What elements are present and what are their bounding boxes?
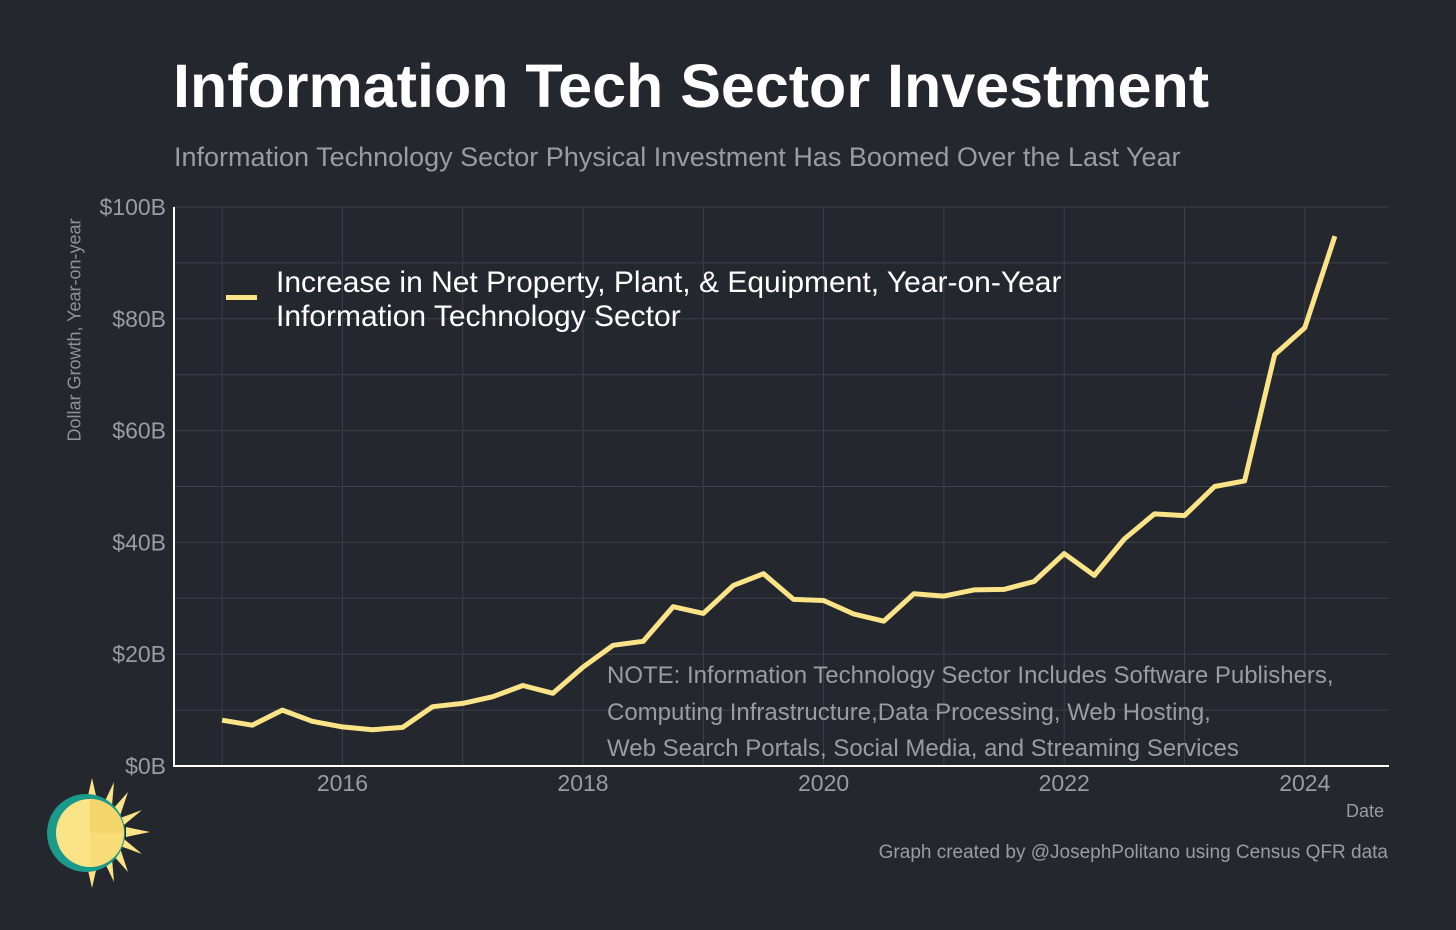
- sun-logo-icon: [47, 778, 150, 888]
- x-tick-label: 2022: [1039, 770, 1090, 796]
- y-tick-label: $20B: [112, 641, 166, 667]
- legend-label-line2: Information Technology Sector: [276, 300, 681, 333]
- x-tick-label: 2020: [798, 770, 849, 796]
- axes: [173, 207, 1389, 767]
- tick-labels: $0B $20B $40B $60B $80B $100B 2016 2018 2020 2022…: [99, 194, 1330, 796]
- source-credit: Graph created by @JosephPolitano using C…: [878, 842, 1388, 863]
- series-line: [221, 235, 1338, 733]
- chart-title: Information Tech Sector Investment: [173, 52, 1210, 120]
- note-line-3: Web Search Portals, Social Media, and St…: [607, 735, 1239, 762]
- y-tick-label: $80B: [112, 306, 166, 332]
- legend-label-line1: Increase in Net Property, Plant, & Equip…: [276, 266, 1062, 299]
- x-tick-label: 2024: [1279, 770, 1330, 796]
- y-tick-label: $60B: [112, 418, 166, 444]
- y-tick-label: $0B: [125, 753, 166, 779]
- grid-lines: [174, 206, 1389, 767]
- note-line-1: NOTE: Information Technology Sector Incl…: [607, 662, 1334, 689]
- legend-swatch: [226, 295, 257, 300]
- series-lines: [221, 235, 1338, 733]
- x-axis-label: Date: [1346, 801, 1385, 821]
- x-tick-label: 2018: [557, 770, 608, 796]
- chart-note: NOTE: Information Technology Sector Incl…: [607, 658, 1334, 768]
- y-tick-label: $100B: [99, 194, 166, 220]
- x-tick-label: 2016: [317, 770, 368, 796]
- y-tick-label: $40B: [112, 529, 166, 555]
- note-line-2: Computing Infrastructure,Data Processing…: [607, 698, 1211, 726]
- legend-label: Increase in Net Property, Plant, & Equip…: [276, 266, 1061, 334]
- chart-subtitle: Information Technology Sector Physical I…: [174, 142, 1181, 172]
